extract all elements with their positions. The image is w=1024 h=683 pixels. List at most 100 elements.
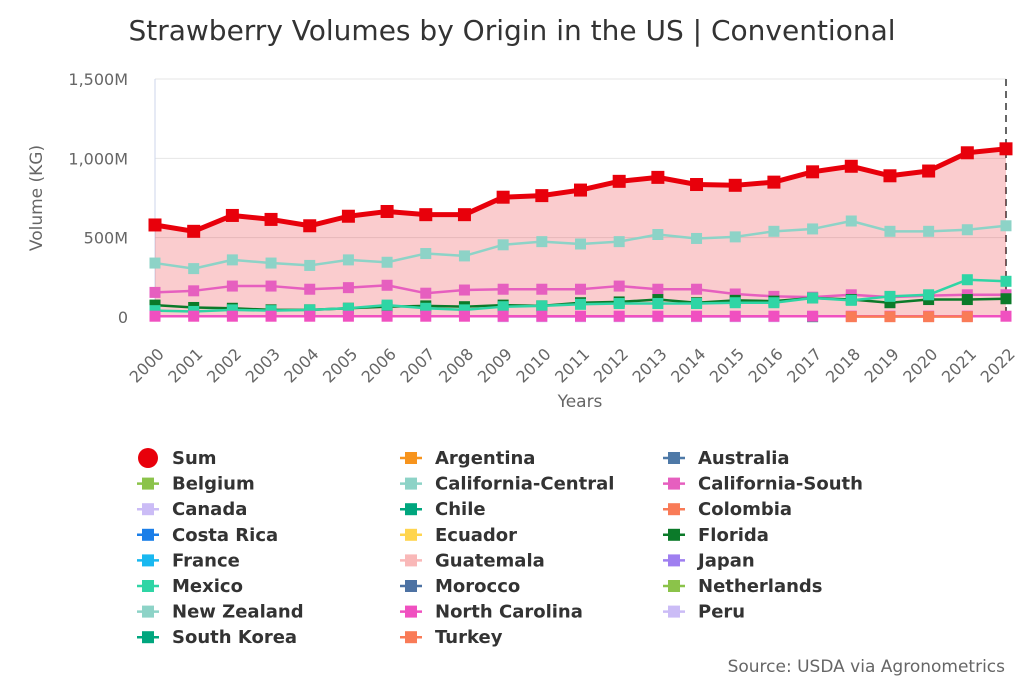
data-point [651,170,665,184]
data-point [420,248,432,260]
data-point [304,310,316,322]
data-point [265,305,277,317]
data-point [381,310,393,322]
data-point [420,287,432,299]
data-point [652,310,664,322]
legend-item-sum: Sum [138,448,217,469]
legend: Sum Argentina Australia Belgium California-C… [137,448,863,648]
data-point [304,304,316,316]
data-point [1000,275,1012,287]
source-credit: Source: USDA via Agronometrics [728,657,1006,677]
x-tick-label: 2010 [512,344,554,386]
data-point [844,159,858,173]
data-point [613,236,625,248]
data-point [496,190,510,204]
x-tick-label: 2000 [126,344,168,386]
legend-item-france: France [137,550,240,571]
x-tick-label: 2003 [242,344,284,386]
legend-label: Costa Rica [172,525,278,546]
data-point [149,286,161,298]
x-tick-label: 2016 [745,344,787,386]
data-point [691,310,703,322]
x-tick-label: 2015 [706,344,748,386]
legend-label: South Korea [172,627,297,648]
x-tick-label: 2007 [396,344,438,386]
x-tick-label: 2018 [822,344,864,386]
x-tick-label: 2014 [667,344,709,386]
legend-item-chile: Chile [400,499,486,520]
data-point [536,300,548,312]
data-point [961,274,973,286]
legend-item-california-central: California-Central [400,474,614,495]
legend-item-new-zealand: New Zealand [137,602,304,623]
data-point [226,310,238,322]
data-point [923,311,935,323]
data-point [188,285,200,297]
legend-label: California-Central [435,474,614,495]
legend-label: France [172,550,240,571]
y-axis-title: Volume (KG) [27,145,47,251]
data-point [575,283,586,295]
x-axis-ticks: 2000200120022003200420052006200720082009… [126,344,1019,386]
x-tick-label: 2009 [474,344,516,386]
legend-label: Chile [435,499,486,520]
data-point [420,310,432,322]
data-point [884,297,896,309]
legend-item-peru: Peru [663,602,745,623]
data-point [652,283,664,295]
data-point [923,225,935,237]
data-point [884,311,896,323]
data-point [613,310,625,322]
data-point [458,250,470,262]
y-axis-ticks: 0 500M 1,000M 1,500M [68,70,128,327]
data-point [999,142,1013,156]
legend-label: Florida [698,525,769,546]
data-point [264,212,278,226]
legend-symbol [405,503,417,516]
legend-item-canada: Canada [137,499,247,520]
legend-item-california-south: California-South [663,474,863,495]
legend-label: Canada [172,499,247,520]
data-point [419,208,433,222]
data-point [148,218,162,232]
legend-symbol [668,580,680,592]
legend-label: New Zealand [172,602,304,623]
x-tick-label: 2019 [861,344,903,386]
legend-label: Australia [698,448,790,469]
data-point [613,280,625,292]
x-tick-label: 2020 [899,344,941,386]
data-point [884,225,896,237]
data-point [342,302,354,314]
data-point [380,204,394,218]
legend-label: California-South [698,474,863,495]
x-tick-label: 2005 [319,344,361,386]
legend-symbol [142,580,154,592]
legend-item-ecuador: Ecuador [400,525,517,546]
x-axis-title: Years [557,392,603,412]
legend-symbol [138,448,158,468]
series-california-central [149,215,1012,275]
legend-symbol [142,503,154,516]
x-tick-label: 2011 [551,344,593,386]
y-tick-label: 1,000M [68,149,128,168]
data-point [341,209,355,223]
data-point [497,310,509,322]
x-tick-label: 2002 [203,344,245,386]
x-tick-label: 2013 [628,344,670,386]
data-point [575,310,586,322]
data-point [265,310,277,322]
x-tick-label: 2021 [938,344,980,386]
legend-symbol [668,605,680,618]
data-point [420,302,432,314]
data-point [188,263,200,275]
x-tick-label: 2017 [783,344,825,386]
sum-area-fill [155,148,1006,317]
x-tick-label: 2004 [280,344,322,386]
legend-symbol [405,528,417,541]
legend-label: Belgium [172,474,255,495]
data-point [768,310,780,322]
data-point [961,294,973,306]
data-point [652,298,664,310]
data-point [807,310,819,322]
